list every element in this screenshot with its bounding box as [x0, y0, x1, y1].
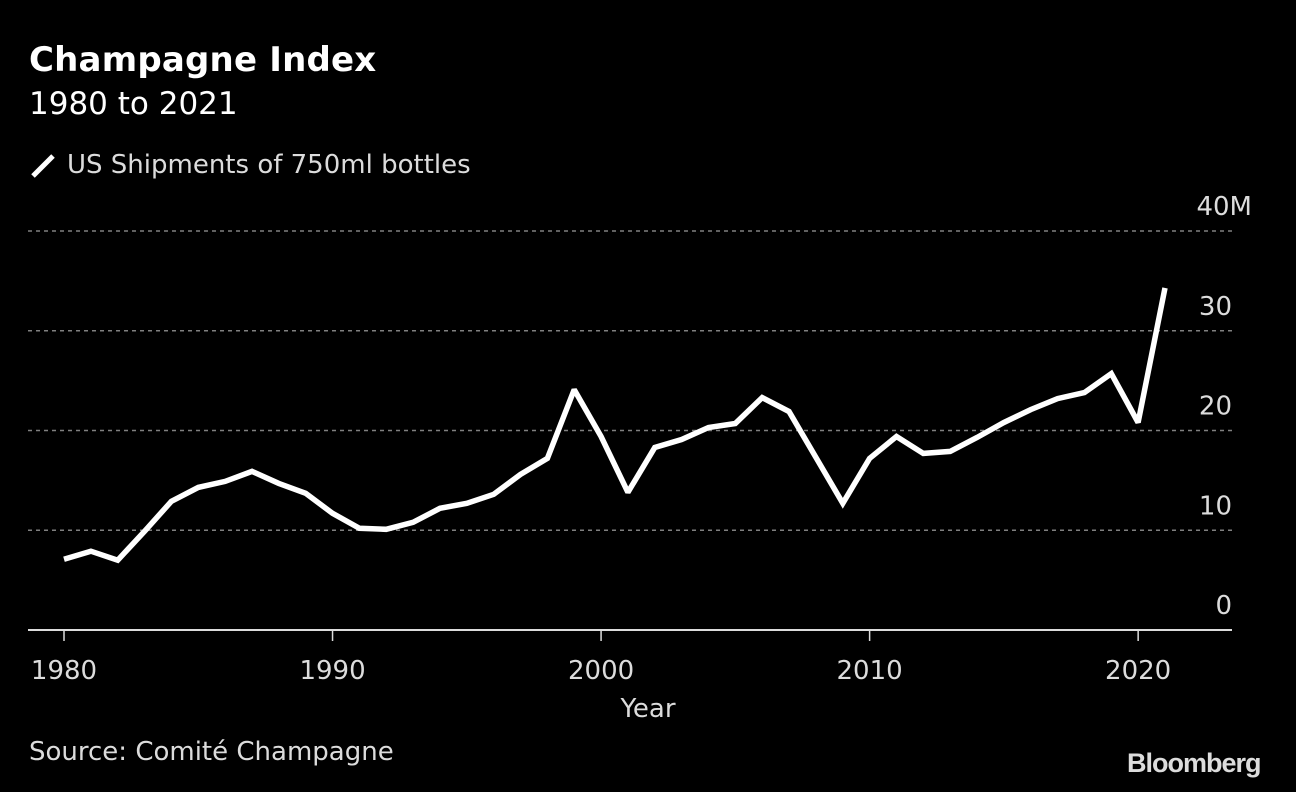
chart-title: Champagne Index: [29, 40, 377, 80]
legend: US Shipments of 750ml bottles: [29, 150, 471, 180]
legend-label: US Shipments of 750ml bottles: [67, 150, 471, 180]
y-tick-label: 40M: [1196, 192, 1252, 222]
y-axis: 0 10 20 30 40M: [1196, 192, 1252, 621]
chart-subtitle: 1980 to 2021: [29, 86, 238, 122]
gridlines: [28, 230, 1232, 531]
series-layer: [63, 287, 1168, 564]
x-tick-label: 1990: [299, 656, 365, 686]
legend-line-icon: [29, 150, 59, 180]
x-tick-label: 2000: [568, 656, 634, 686]
x-tick-label: 2010: [837, 656, 903, 686]
y-tick-label: 10: [1199, 491, 1232, 521]
x-axis: 1980 1990 2000 2010 2020: [28, 629, 1232, 686]
x-tick-label: 1980: [31, 656, 97, 686]
series-line: [63, 287, 1168, 564]
x-tick-label: 2020: [1105, 656, 1171, 686]
y-tick-label: 0: [1215, 591, 1232, 621]
source-note: Source: Comité Champagne: [29, 737, 394, 767]
bloomberg-logo: Bloomberg: [1127, 748, 1262, 778]
x-axis-title: Year: [619, 694, 675, 724]
y-tick-label: 20: [1199, 392, 1232, 422]
y-tick-label: 30: [1199, 292, 1232, 322]
